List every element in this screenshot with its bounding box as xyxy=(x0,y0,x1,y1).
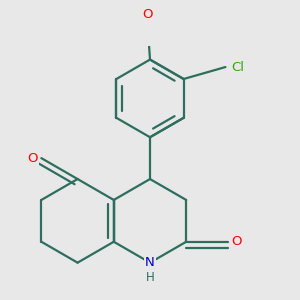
Text: N: N xyxy=(145,256,155,269)
Text: H: H xyxy=(146,271,154,284)
Text: O: O xyxy=(27,152,38,165)
Text: Cl: Cl xyxy=(231,61,244,74)
Text: O: O xyxy=(142,8,152,21)
Text: O: O xyxy=(232,235,242,248)
